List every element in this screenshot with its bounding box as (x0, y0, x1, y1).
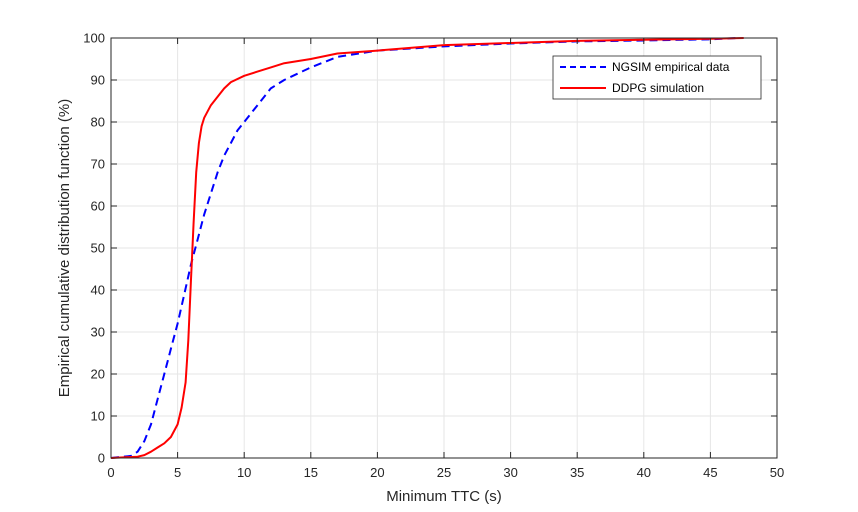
series-layer (110, 37, 744, 459)
y-tick-label: 20 (91, 367, 105, 382)
legend-box (552, 55, 762, 100)
x-tick-label: 20 (370, 465, 384, 480)
y-tick-label: 70 (91, 157, 105, 172)
y-tick-label: 60 (91, 199, 105, 214)
y-axis-label: Empirical cumulative distribution functi… (56, 99, 73, 397)
x-tick-label: 15 (304, 465, 318, 480)
x-tick-label: 5 (174, 465, 181, 480)
legend-label-ddpg: DDPG simulation (612, 81, 704, 95)
series-line-ngsim (110, 37, 738, 459)
y-tick-label: 30 (91, 325, 105, 340)
y-tick-label: 40 (91, 283, 105, 298)
x-axis-label: Minimum TTC (s) (386, 488, 502, 505)
x-tick-label: 30 (503, 465, 517, 480)
ticks (110, 37, 778, 459)
legend-label-ngsim: NGSIM empirical data (612, 60, 730, 74)
y-tick-label: 100 (83, 31, 105, 46)
x-tick-label: 35 (570, 465, 584, 480)
y-tick-label: 50 (91, 241, 105, 256)
y-tick-label: 90 (91, 73, 105, 88)
x-tick-label: 10 (237, 465, 251, 480)
x-tick-label: 50 (770, 465, 784, 480)
x-tick-label: 45 (703, 465, 717, 480)
x-tick-label: 40 (637, 465, 651, 480)
x-tick-label: 0 (107, 465, 114, 480)
tick-labels: 0 5 10 15 20 25 30 35 40 45 50 0 10 20 30 40 50 60 70 80 90 1… (83, 31, 784, 481)
y-tick-label: 0 (98, 451, 105, 466)
y-tick-label: 80 (91, 115, 105, 130)
legend: NGSIM empirical data DDPG simulation (552, 55, 762, 100)
y-tick-label: 10 (91, 409, 105, 424)
series-line-ddpg (110, 37, 744, 459)
x-tick-label: 25 (437, 465, 451, 480)
